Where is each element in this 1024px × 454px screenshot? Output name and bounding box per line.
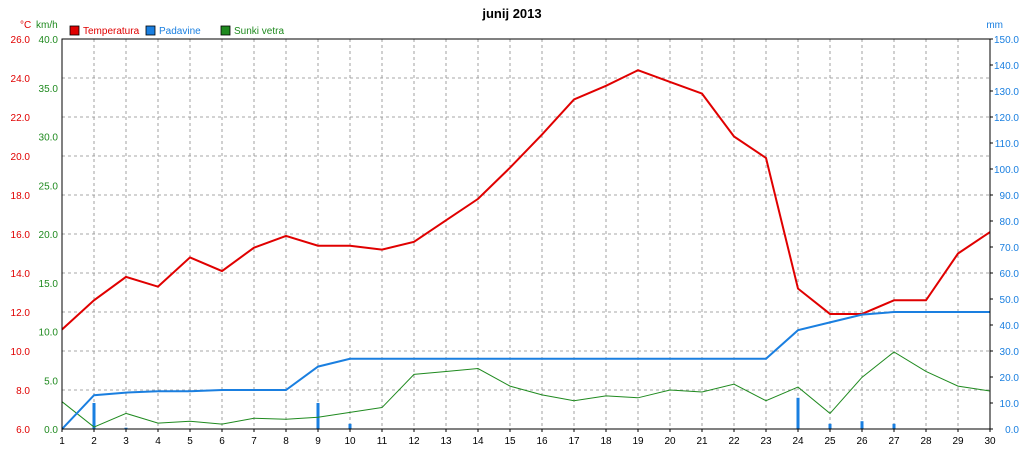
tick-label-day: 21: [696, 436, 708, 447]
legend-label-temperatura: Temperatura: [83, 26, 140, 37]
tick-label-day: 26: [856, 436, 868, 447]
series-lines: [61, 69, 991, 430]
tick-label-temperature: 24.0: [11, 74, 31, 85]
tick-label-wind: 20.0: [39, 230, 59, 241]
tick-label-temperature: 6.0: [16, 425, 30, 436]
bar-precipitation-daily: [316, 403, 320, 429]
tick-label-temperature: 18.0: [11, 191, 31, 202]
tick-label-day: 29: [952, 436, 964, 447]
axis-precipitation-ticks: 0.0 10.0 20.0 30.0 40.0 50.0 60.0 70.0 80.0 90.0 1…: [990, 35, 1019, 436]
bar-precipitation-daily: [828, 423, 832, 429]
tick-label-day: 11: [377, 436, 388, 447]
chart-title: junij 2013: [481, 6, 541, 21]
plot-frame: [61, 38, 991, 430]
tick-label-precipitation: 20.0: [1000, 373, 1020, 384]
tick-label-day: 28: [920, 436, 932, 447]
tick-label-precipitation: 110.0: [995, 139, 1020, 150]
tick-label-day: 6: [219, 436, 225, 447]
bar-precipitation-daily: [348, 423, 352, 429]
tick-label-temperature: 16.0: [11, 230, 31, 241]
tick-label-temperature: 20.0: [11, 152, 31, 163]
precipitation-daily-bars: [92, 397, 896, 429]
tick-label-precipitation: 50.0: [1000, 295, 1020, 306]
tick-label-temperature: 8.0: [16, 386, 30, 397]
tick-label-precipitation: 10.0: [1000, 399, 1020, 410]
grid: [61, 38, 991, 430]
tick-label-day: 1: [59, 436, 65, 447]
bar-precipitation-daily: [796, 397, 800, 429]
legend-label-padavine: Padavine: [159, 26, 201, 37]
tick-label-day: 30: [984, 436, 996, 447]
bar-precipitation-daily: [860, 421, 864, 429]
tick-label-day: 9: [315, 436, 321, 447]
tick-label-precipitation: 140.0: [994, 61, 1019, 72]
tick-label-temperature: 12.0: [11, 308, 31, 319]
tick-label-day: 15: [504, 436, 516, 447]
tick-label-wind: 10.0: [39, 328, 59, 339]
tick-label-day: 10: [344, 436, 356, 447]
tick-label-day: 8: [283, 436, 289, 447]
tick-label-precipitation: 0.0: [1005, 425, 1019, 436]
bar-precipitation-daily: [124, 427, 128, 429]
line-padavine: [61, 311, 990, 430]
tick-label-wind: 25.0: [39, 181, 59, 192]
tick-label-temperature: 10.0: [11, 347, 31, 358]
tick-label-precipitation: 80.0: [1000, 217, 1020, 228]
legend-swatch-sunki-vetra: [220, 25, 231, 36]
line-temperatura: [61, 69, 991, 331]
axis-x-ticks: 1 2 3 4 5 6 7 8 9 10 11 12 13 14 15 16 17 18 19 20 21 22 23 24 2…: [59, 429, 996, 447]
tick-label-day: 5: [187, 436, 193, 447]
axis-temperature-ticks: 6.0 8.0 10.0 12.0 14.0 16.0 18.0 20.0 22.0 24.0 26…: [11, 35, 31, 436]
tick-label-day: 19: [632, 436, 644, 447]
tick-label-temperature: 14.0: [11, 269, 31, 280]
tick-label-day: 17: [568, 436, 580, 447]
tick-label-day: 2: [91, 436, 97, 447]
tick-label-temperature: 26.0: [11, 35, 31, 46]
legend-swatch-temperatura: [69, 25, 80, 36]
tick-label-wind: 30.0: [39, 133, 59, 144]
legend-swatch-padavine: [145, 25, 156, 36]
tick-label-precipitation: 150.0: [994, 35, 1019, 46]
bar-precipitation-daily: [92, 403, 96, 429]
tick-label-day: 20: [664, 436, 676, 447]
tick-label-wind: 35.0: [39, 84, 59, 95]
tick-label-wind: 40.0: [39, 35, 59, 46]
unit-precipitation: mm: [986, 20, 1003, 31]
line-sunki-vetra: [61, 351, 991, 428]
tick-label-temperature: 22.0: [11, 113, 31, 124]
tick-label-day: 24: [792, 436, 804, 447]
tick-label-precipitation: 60.0: [1000, 269, 1020, 280]
tick-label-day: 27: [888, 436, 900, 447]
tick-label-precipitation: 100.0: [994, 165, 1019, 176]
tick-label-precipitation: 130.0: [994, 87, 1019, 98]
legend-label-sunki-vetra: Sunki vetra: [234, 26, 284, 37]
tick-label-day: 13: [440, 436, 452, 447]
tick-label-precipitation: 40.0: [1000, 321, 1020, 332]
tick-label-precipitation: 30.0: [1000, 347, 1020, 358]
tick-label-day: 14: [472, 436, 484, 447]
tick-label-day: 3: [123, 436, 129, 447]
tick-label-precipitation: 120.0: [994, 113, 1019, 124]
axis-wind-ticks: 0.0 5.0 10.0 15.0 20.0 25.0 30.0 35.0 40.0: [39, 35, 59, 436]
tick-label-precipitation: 90.0: [1000, 191, 1020, 202]
tick-label-day: 7: [251, 436, 257, 447]
tick-label-day: 16: [536, 436, 548, 447]
tick-label-day: 22: [728, 436, 740, 447]
tick-label-wind: 5.0: [44, 376, 58, 387]
tick-label-wind: 15.0: [39, 279, 59, 290]
tick-label-day: 25: [824, 436, 836, 447]
tick-label-day: 18: [600, 436, 612, 447]
unit-wind: km/h: [36, 20, 58, 31]
tick-label-day: 12: [408, 436, 420, 447]
tick-label-wind: 0.0: [44, 425, 58, 436]
unit-temperature: °C: [20, 20, 31, 31]
bar-precipitation-daily: [892, 423, 896, 429]
tick-label-day: 23: [760, 436, 772, 447]
legend: Temperatura Padavine Sunki vetra: [69, 25, 284, 37]
tick-label-day: 4: [155, 436, 161, 447]
tick-label-precipitation: 70.0: [1000, 243, 1020, 254]
